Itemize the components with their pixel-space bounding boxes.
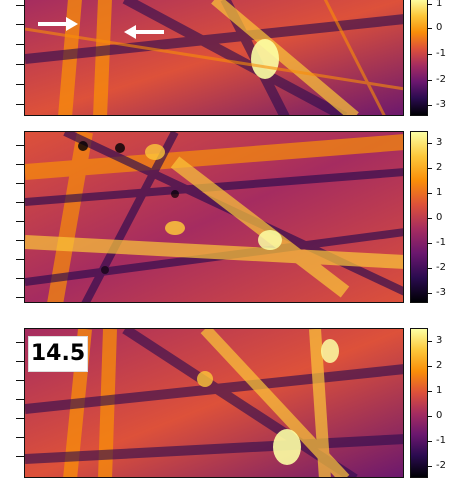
y-tick [16, 240, 24, 241]
colorbar-tick [428, 441, 432, 442]
y-tick [16, 24, 24, 25]
colorbar-label: 2 [436, 360, 443, 371]
y-tick [16, 202, 24, 203]
colorbar-tick [428, 143, 432, 144]
pattern-svg-2 [25, 132, 403, 302]
colorbar-tick [428, 341, 432, 342]
colorbar-tick [428, 243, 432, 244]
colorbar-tick [428, 391, 432, 392]
colorbar-label: -1 [436, 435, 446, 446]
y-tick [16, 104, 24, 105]
y-tick [16, 278, 24, 279]
pattern-svg-3 [25, 329, 403, 477]
colorbar-label: 1 [436, 0, 443, 9]
y-ticks-2 [16, 131, 24, 303]
colorbar-tick [428, 366, 432, 367]
y-tick [16, 297, 24, 298]
colorbar-tick [428, 80, 432, 81]
colorbar-label: -3 [436, 287, 446, 298]
colorbar-tick [428, 28, 432, 29]
y-tick [16, 342, 24, 343]
y-tick [16, 164, 24, 165]
colorbar-tick [428, 416, 432, 417]
arrow-left-icon [124, 25, 164, 39]
y-tick [16, 183, 24, 184]
colorbar-label: -1 [436, 48, 446, 59]
y-tick [16, 145, 24, 146]
colorbar-label: -2 [436, 74, 446, 85]
y-ticks-1 [16, 0, 24, 118]
colorbar-label: -3 [436, 99, 446, 110]
y-tick [16, 221, 24, 222]
colorbar-label: 0 [436, 22, 443, 33]
y-tick [16, 418, 24, 419]
colorbar-label: 3 [436, 335, 443, 346]
colorbar-tick [428, 268, 432, 269]
pattern-image-1 [24, 0, 404, 116]
colorbar-label: 2 [436, 162, 443, 173]
colorbar-tick [428, 105, 432, 106]
colorbar-tick [428, 293, 432, 294]
colorbar-label: 0 [436, 212, 443, 223]
colorbar-label: -1 [436, 237, 446, 248]
colorbar-tick [428, 193, 432, 194]
colorbar-1 [410, 0, 428, 116]
y-tick [16, 399, 24, 400]
y-tick [16, 44, 24, 45]
pattern-svg-1 [25, 0, 403, 115]
colorbar-2 [410, 131, 428, 303]
y-tick [16, 361, 24, 362]
y-tick [16, 437, 24, 438]
y-ticks-3 [16, 328, 24, 474]
y-tick [16, 64, 24, 65]
arrow-right-icon [38, 17, 78, 31]
colorbar-label: 3 [436, 137, 443, 148]
colorbar-label: -2 [436, 460, 446, 471]
colorbar-label: 0 [436, 410, 443, 421]
colorbar-label: 1 [436, 187, 443, 198]
pattern-image-2 [24, 131, 404, 303]
y-tick [16, 456, 24, 457]
colorbar-3 [410, 328, 428, 478]
colorbar-tick [428, 218, 432, 219]
y-tick [16, 5, 24, 6]
colorbar-label: 1 [436, 385, 443, 396]
colorbar-tick [428, 4, 432, 5]
pattern-image-3 [24, 328, 404, 478]
colorbar-label: -2 [436, 262, 446, 273]
colorbar-tick [428, 168, 432, 169]
y-tick [16, 259, 24, 260]
y-tick [16, 380, 24, 381]
value-badge: 14.5 [28, 336, 88, 372]
y-tick [16, 84, 24, 85]
colorbar-tick [428, 466, 432, 467]
colorbar-tick [428, 54, 432, 55]
